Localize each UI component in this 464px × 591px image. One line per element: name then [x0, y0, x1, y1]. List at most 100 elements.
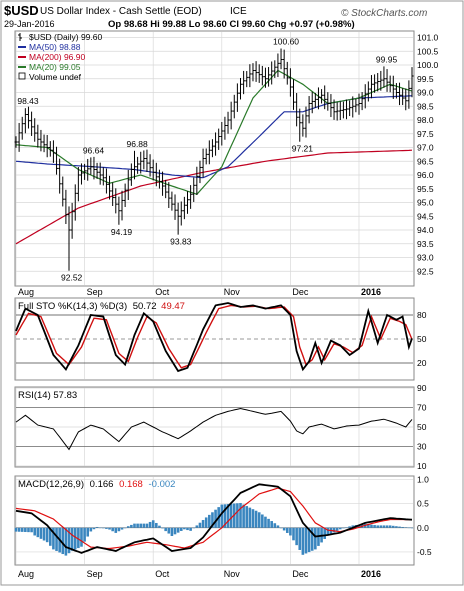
price-y-tick-label: 96.5: [417, 156, 434, 166]
symbol-title: $USD: [4, 3, 39, 18]
rsi-legend: RSI(14) 57.83: [18, 390, 77, 401]
macd-histogram-bar: [370, 524, 373, 528]
macd-histogram-bar: [273, 523, 277, 528]
bottom-x-tick-label: Dec: [292, 569, 309, 579]
rsi-y-tick-label: 70: [417, 403, 427, 413]
stockcharts-watermark: © StockCharts.com: [341, 8, 427, 19]
exchange-label: ICE: [230, 6, 247, 17]
macd-histogram-bar: [208, 514, 211, 528]
macd-y-tick-label: 1.0: [417, 474, 429, 484]
price-x-tick-label: Dec: [292, 287, 309, 297]
macd-histogram-bar: [335, 527, 339, 531]
price-y-tick-label: 93.0: [417, 253, 434, 263]
macd-histogram-bar: [204, 517, 208, 528]
macd-histogram-bar: [398, 526, 401, 528]
price-annotation-label: 96.64: [83, 145, 105, 155]
macd-histogram-bar: [376, 525, 380, 528]
price-annotation-label: 93.83: [170, 237, 192, 247]
stochastic-legend: Full STO %K(14,3) %D(3) 50.72 49.47: [18, 301, 185, 312]
macd-histogram-bar: [223, 504, 227, 528]
stochastic-panel: 20 50 80 Full STO %K(14,3) %D(3) 50.72 49.…: [14, 297, 427, 381]
macd-histogram-bar: [285, 527, 289, 533]
macd-histogram-bar: [226, 504, 230, 528]
macd-histogram-bar: [301, 527, 305, 555]
macd-histogram-bar: [257, 512, 261, 528]
bottom-x-ticks: Aug Sep Oct Nov Dec 2016: [18, 569, 381, 579]
price-annotation-label: 92.52: [61, 273, 83, 283]
price-grid: [16, 37, 413, 272]
rsi-y-ticks: 10 30 50 70 90: [417, 383, 427, 471]
macd-histogram-bar: [338, 527, 342, 530]
stochastic-k-line: [15, 302, 413, 373]
price-annotation-label: 97.21: [292, 144, 314, 154]
bottom-x-tick-label: Nov: [224, 569, 241, 579]
macd-histogram-bar: [48, 527, 52, 546]
legend-entry-label: Volume undef: [29, 72, 82, 82]
price-annotation-label: 98.43: [17, 96, 39, 106]
macd-histogram-bar: [14, 527, 18, 532]
macd-histogram-bar: [295, 527, 298, 546]
macd-histogram-bar: [385, 525, 389, 528]
macd-histogram-bar: [192, 527, 196, 529]
price-y-ticks: 92.5 93.0 93.5 94.0 94.5 95.0 95.5 96.0 96.5 97.0…: [417, 33, 439, 277]
macd-histogram-bar: [89, 527, 93, 532]
macd-histogram-bar: [239, 503, 242, 528]
macd-histogram-bar: [83, 527, 86, 542]
macd-histogram-bar: [133, 523, 136, 528]
quote-line: Op 98.68 Hi 99.88 Lo 98.60 Cl 99.60 Chg …: [108, 19, 355, 30]
macd-histogram-bar: [323, 527, 326, 539]
price-y-tick-label: 94.5: [417, 211, 434, 221]
macd-histogram-bar: [382, 525, 386, 528]
ma200-line: [15, 149, 413, 245]
macd-histogram-bar: [236, 503, 239, 528]
price-panel: 98.43 92.52 96.64 94.19 96.88 93.83 100.60 97.2…: [14, 30, 439, 287]
rsi-line: [15, 407, 413, 451]
price-annotations: 98.43 92.52 96.64 94.19 96.88 93.83 100.60 97.2…: [17, 37, 397, 283]
macd-histogram-bar: [248, 507, 252, 528]
bottom-x-tick-label: Aug: [18, 569, 34, 579]
macd-histogram-bar: [80, 527, 83, 547]
macd-histogram-bar: [270, 521, 273, 528]
macd-histogram-bar: [348, 526, 351, 528]
price-annotation-label: 100.60: [273, 37, 299, 47]
price-x-tick-label: 2016: [361, 287, 381, 297]
macd-histogram-bar: [183, 527, 186, 530]
macd-histogram-bar: [176, 527, 180, 533]
macd-histogram-bar: [108, 527, 111, 530]
macd-signal-value: 0.168: [119, 479, 143, 490]
macd-histogram-bar: [52, 527, 55, 550]
macd-histogram-bar: [148, 521, 152, 528]
macd-histogram-bar: [201, 520, 205, 528]
macd-histogram-bar: [36, 527, 40, 538]
price-y-tick-label: 93.5: [417, 239, 434, 249]
macd-y-tick-label: -0.5: [417, 547, 432, 557]
stochastic-y-ticks: 20 50 80: [417, 310, 427, 368]
macd-histogram-bar: [155, 522, 158, 528]
macd-histogram-bar: [136, 523, 139, 528]
rsi-y-tick-label: 10: [417, 461, 427, 471]
macd-histogram-bar: [345, 527, 348, 528]
macd-hist-value: -0.002: [148, 479, 175, 490]
macd-histogram-bar: [198, 522, 202, 528]
stochastic-grid: [15, 299, 413, 379]
macd-histogram-bar: [401, 526, 404, 528]
macd-histogram-bar: [404, 527, 408, 528]
macd-histogram-bar: [195, 525, 199, 528]
macd-histogram-bar: [42, 527, 46, 541]
macd-histogram-bar: [151, 520, 155, 528]
price-x-tick-label: Nov: [224, 287, 241, 297]
macd-histogram-bar: [98, 527, 102, 529]
price-y-tick-label: 99.5: [417, 74, 434, 84]
bottom-x-tick-label: Oct: [155, 569, 170, 579]
stochastic-y-tick-label: 50: [417, 334, 427, 344]
price-x-tick-label: Sep: [87, 287, 103, 297]
macd-histogram-bar: [310, 527, 314, 551]
ma20-line: [15, 69, 413, 195]
macd-histogram-bar: [388, 525, 392, 528]
price-annotation-label: 94.19: [111, 227, 133, 237]
macd-histogram-bar: [410, 527, 414, 529]
macd-legend: MACD(12,26,9) 0.166 0.168 -0.002: [18, 479, 175, 490]
macd-histogram-bar: [254, 510, 258, 528]
macd-histogram-bar: [139, 523, 143, 528]
